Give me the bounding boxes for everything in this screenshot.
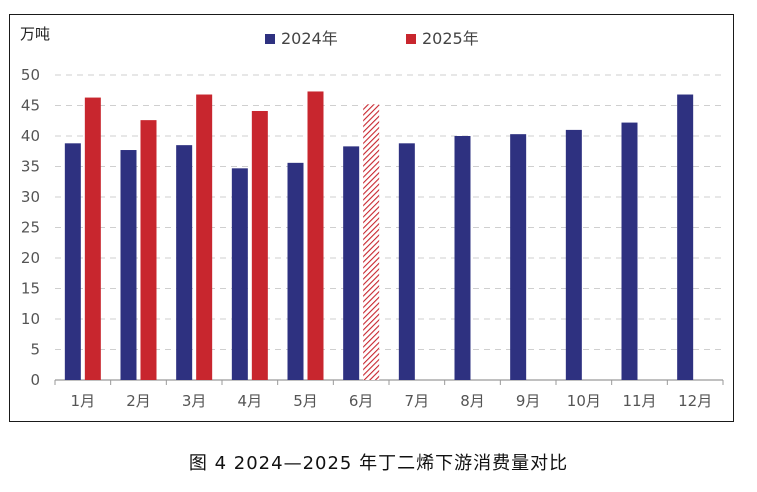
bar-2024-5月	[287, 162, 304, 380]
bar-2024-11月	[621, 122, 638, 380]
y-tick-label: 10	[21, 310, 40, 328]
bar-2024-1月	[64, 143, 81, 380]
y-axis-ticks: 0 5 10 15 20 25 30 35 40 45 50	[21, 66, 40, 389]
bar-chart: 万吨 0 5 10 15 20 25 30 35 40 45 50 1月 2月 3月 4月 5月 6月 7月 8月…	[20, 25, 724, 410]
bar-2024-9月	[510, 134, 527, 380]
y-tick-label: 20	[21, 249, 40, 267]
x-tick-label: 1月	[71, 392, 96, 410]
x-tick-label: 8月	[460, 392, 485, 410]
y-tick-label: 5	[30, 341, 40, 359]
y-tick-label: 25	[21, 219, 40, 237]
bar-2024-12月	[677, 94, 694, 381]
x-tick-label: 4月	[238, 392, 263, 410]
x-tick-label: 6月	[349, 392, 374, 410]
legend-swatch-2024年	[265, 34, 275, 44]
x-axis-ticks: 1月 2月 3月 4月 5月 6月 7月 8月 9月 10月 11月 12月	[54, 380, 724, 410]
x-tick-label: 5月	[293, 392, 318, 410]
y-tick-label: 35	[21, 158, 40, 176]
x-tick-label: 11月	[622, 392, 656, 410]
x-tick-label: 12月	[678, 392, 712, 410]
y-tick-label: 40	[21, 127, 40, 145]
bar-2024-4月	[231, 168, 248, 380]
y-axis-label: 万吨	[20, 25, 50, 43]
legend-swatch-2025年	[406, 34, 416, 44]
bar-2025-3月	[196, 94, 213, 381]
figure-caption: 图 4 2024—2025 年丁二烯下游消费量对比	[188, 453, 569, 474]
bar-2024-7月	[398, 143, 415, 380]
bar-2024-6月	[343, 146, 360, 380]
legend: 2024年 2025年	[265, 29, 479, 48]
legend-label: 2025年	[422, 29, 479, 48]
bar-2024-2月	[120, 150, 137, 380]
x-tick-label: 2月	[126, 392, 151, 410]
y-tick-label: 50	[21, 66, 40, 84]
y-tick-label: 45	[21, 97, 40, 115]
bar-2024-8月	[454, 136, 471, 380]
x-tick-label: 10月	[567, 392, 601, 410]
bars	[64, 91, 694, 381]
bar-2024-3月	[176, 145, 193, 380]
bar-2025-5月	[307, 91, 324, 380]
x-tick-label: 7月	[405, 392, 430, 410]
bar-2025-1月	[84, 97, 101, 380]
y-tick-label: 30	[21, 188, 40, 206]
bar-2025-6月	[363, 104, 380, 380]
bar-2025-4月	[251, 110, 268, 381]
y-tick-label: 0	[30, 371, 40, 389]
chart-frame: 万吨 0 5 10 15 20 25 30 35 40 45 50 1月 2月 3月 4月 5月 6月 7月 8月…	[9, 14, 734, 422]
bar-2025-2月	[140, 120, 157, 380]
x-tick-label: 9月	[516, 392, 541, 410]
x-tick-label: 3月	[182, 392, 207, 410]
gridlines	[55, 74, 723, 381]
bar-2024-10月	[565, 129, 582, 380]
y-tick-label: 15	[21, 280, 40, 298]
legend-label: 2024年	[281, 29, 338, 48]
